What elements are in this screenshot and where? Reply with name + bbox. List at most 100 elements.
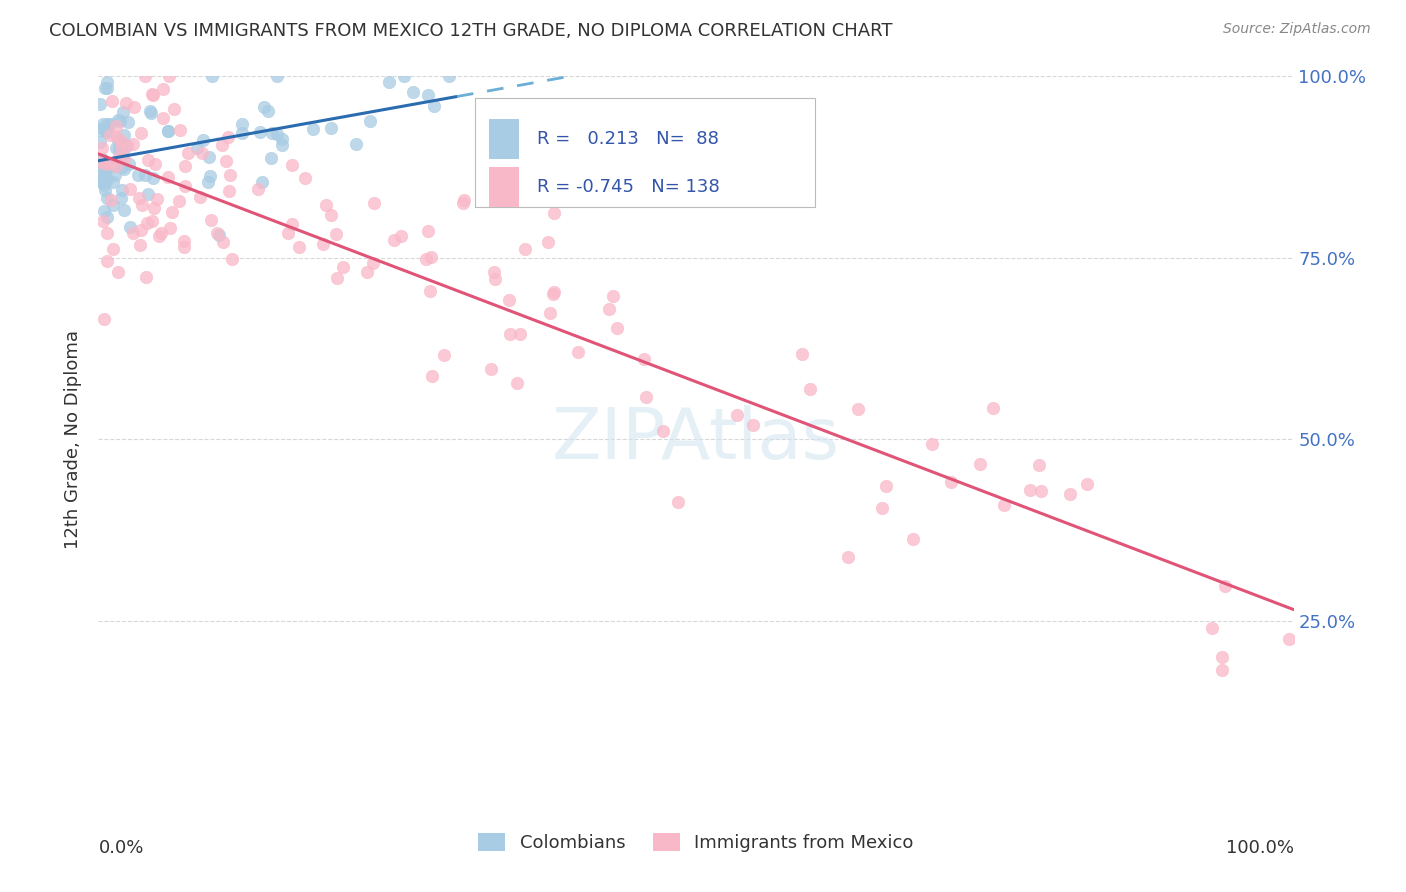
Point: [602, 289, 624, 303]
Point: [422, 369, 444, 384]
Point: [98, 118, 121, 132]
Point: [111, 183, 134, 197]
Point: [131, 198, 153, 212]
Point: [122, 226, 145, 240]
Text: 0.0%: 0.0%: [98, 839, 143, 857]
Point: [513, 243, 536, 257]
Point: [666, 495, 689, 509]
Point: [257, 103, 280, 118]
Point: [652, 424, 675, 438]
Point: [208, 228, 231, 243]
Point: [437, 69, 460, 83]
Point: [112, 202, 135, 217]
Point: [111, 160, 134, 174]
Point: [135, 216, 157, 230]
Point: [382, 233, 405, 247]
Point: [103, 198, 125, 212]
Point: [266, 128, 288, 142]
Point: [506, 376, 529, 390]
Point: [111, 146, 134, 161]
Text: R = -0.745   N= 138: R = -0.745 N= 138: [537, 178, 720, 196]
Point: [319, 120, 342, 135]
Point: [117, 115, 139, 129]
Point: [606, 321, 628, 335]
Point: [981, 401, 1004, 415]
Point: [94, 169, 117, 184]
Point: [115, 139, 138, 153]
Point: [1059, 487, 1081, 501]
Point: [280, 217, 302, 231]
Point: [271, 132, 294, 146]
Point: [108, 141, 131, 155]
Point: [90, 165, 112, 179]
Point: [217, 129, 239, 144]
Legend: Colombians, Immigrants from Mexico: Colombians, Immigrants from Mexico: [471, 825, 921, 859]
Point: [104, 120, 127, 134]
Point: [136, 187, 159, 202]
Point: [112, 128, 135, 143]
Bar: [489, 119, 519, 160]
Point: [1211, 664, 1233, 678]
Point: [134, 69, 156, 83]
Point: [294, 171, 316, 186]
Point: [451, 196, 474, 211]
Point: [190, 190, 212, 204]
Point: [191, 133, 214, 147]
Point: [792, 347, 814, 361]
Point: [94, 166, 117, 180]
Point: [1201, 621, 1223, 635]
Point: [157, 69, 180, 83]
Point: [118, 182, 141, 196]
Point: [419, 251, 441, 265]
Point: [90, 121, 112, 136]
Point: [538, 306, 561, 320]
Point: [136, 153, 159, 167]
Point: [162, 204, 184, 219]
Point: [101, 175, 124, 189]
Point: [107, 265, 129, 279]
Point: [141, 214, 163, 228]
Point: [742, 418, 765, 433]
Point: [134, 168, 156, 182]
Point: [636, 390, 658, 404]
FancyBboxPatch shape: [475, 97, 815, 207]
Point: [93, 214, 115, 228]
Point: [301, 122, 323, 136]
Point: [325, 227, 347, 241]
Point: [173, 235, 195, 249]
Text: Source: ZipAtlas.com: Source: ZipAtlas.com: [1223, 22, 1371, 37]
Point: [110, 140, 132, 154]
Point: [96, 253, 118, 268]
Point: [870, 500, 893, 515]
Point: [215, 154, 238, 169]
Point: [191, 146, 214, 161]
Point: [112, 152, 135, 166]
Point: [939, 475, 962, 489]
Point: [96, 125, 118, 139]
Point: [139, 105, 162, 120]
Point: [212, 235, 235, 250]
Point: [200, 212, 222, 227]
Point: [416, 224, 439, 238]
Point: [94, 81, 117, 95]
Point: [100, 193, 122, 207]
Point: [363, 195, 385, 210]
Point: [89, 173, 111, 187]
Point: [169, 123, 191, 137]
Point: [231, 126, 253, 140]
Point: [98, 155, 121, 169]
Point: [319, 208, 342, 222]
Point: [96, 124, 118, 138]
Point: [142, 171, 165, 186]
Point: [377, 75, 399, 89]
Point: [152, 82, 174, 96]
Point: [163, 102, 186, 116]
Point: [127, 169, 149, 183]
Point: [157, 124, 180, 138]
Point: [359, 114, 381, 128]
Bar: [489, 167, 519, 208]
Point: [312, 237, 335, 252]
Point: [246, 181, 269, 195]
Point: [201, 69, 224, 83]
Point: [96, 80, 118, 95]
